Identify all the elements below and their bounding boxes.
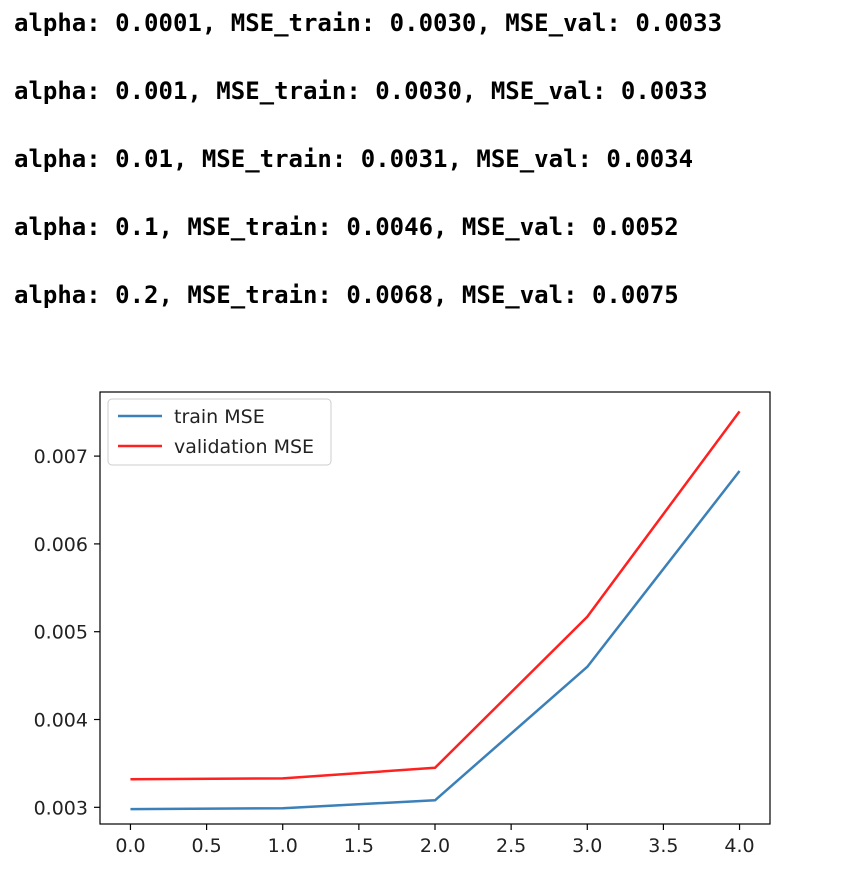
y-axis: 0.003 0.004 0.005 0.006 0.007 (34, 446, 100, 819)
x-tick-label: 3.0 (572, 835, 602, 857)
y-tick-label: 0.007 (34, 446, 88, 468)
output-line: alpha: 0.01, MSE_train: 0.0031, MSE_val:… (14, 145, 694, 173)
x-tick-label: 4.0 (724, 835, 754, 857)
x-tick-label: 1.0 (268, 835, 298, 857)
legend-box (107, 398, 332, 466)
x-tick-label: 1.5 (344, 835, 374, 857)
output-line: alpha: 0.0001, MSE_train: 0.0030, MSE_va… (14, 9, 723, 37)
y-tick-label: 0.004 (34, 710, 88, 732)
y-tick-label: 0.003 (34, 797, 88, 819)
output-lines: alpha: 0.0001, MSE_train: 0.0030, MSE_va… (14, 0, 854, 340)
x-tick-label: 3.5 (648, 835, 678, 857)
legend-label-validation: validation MSE (174, 436, 314, 458)
y-tick-label: 0.006 (34, 534, 88, 556)
series-lines (130, 410, 741, 811)
legend: train MSE validation MSE (107, 398, 332, 466)
legend-label-train: train MSE (174, 406, 265, 428)
train-mse-line (130, 470, 741, 811)
mse-line-chart: 0.003 0.004 0.005 0.006 0.007 0.0 0.5 1.0 1.5 2.… (34, 391, 771, 857)
x-axis: 0.0 0.5 1.0 1.5 2.0 2.5 3.0 3.5 4.0 (115, 824, 755, 857)
output-line: alpha: 0.2, MSE_train: 0.0068, MSE_val: … (14, 281, 679, 309)
output-line: alpha: 0.1, MSE_train: 0.0046, MSE_val: … (14, 213, 679, 241)
x-tick-label: 2.5 (496, 835, 526, 857)
output-line: alpha: 0.001, MSE_train: 0.0030, MSE_val… (14, 77, 708, 105)
validation-mse-line (130, 410, 741, 781)
x-tick-label: 0.0 (115, 835, 145, 857)
x-tick-label: 2.0 (420, 835, 450, 857)
y-tick-label: 0.005 (34, 622, 88, 644)
x-tick-label: 0.5 (191, 835, 221, 857)
